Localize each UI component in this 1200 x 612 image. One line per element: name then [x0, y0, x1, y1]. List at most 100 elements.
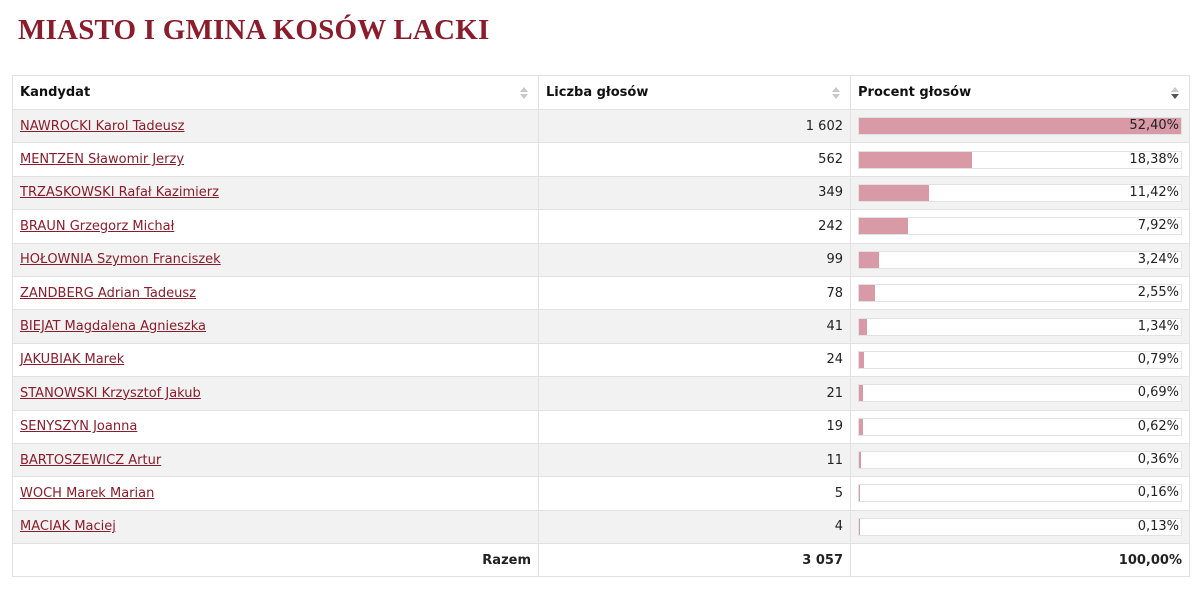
votes-cell: 19	[538, 409, 851, 444]
percent-value: 0,16%	[1137, 485, 1179, 501]
percent-bar: 0,36%	[858, 451, 1182, 470]
percent-cell: 18,38%	[850, 142, 1190, 177]
sort-both-icon[interactable]	[520, 86, 528, 99]
candidate-link[interactable]: BRAUN Grzegorz Michał	[20, 218, 175, 234]
percent-bar-fill	[859, 251, 879, 268]
percent-bar: 11,42%	[858, 183, 1182, 202]
sort-descending-icon[interactable]	[1171, 86, 1179, 99]
page-title: MIASTO I GMINA KOSÓW LACKI	[18, 14, 490, 46]
candidate-link[interactable]: ZANDBERG Adrian Tadeusz	[20, 285, 196, 301]
percent-bar-fill	[859, 184, 930, 201]
candidate-cell: BRAUN Grzegorz Michał	[12, 209, 539, 244]
candidate-cell: NAWROCKI Karol Tadeusz	[12, 108, 539, 144]
votes-cell: 78	[538, 275, 851, 311]
sort-both-icon[interactable]	[832, 86, 840, 99]
percent-bar: 2,55%	[858, 284, 1182, 303]
percent-value: 0,13%	[1137, 518, 1179, 534]
percent-value: 18,38%	[1129, 151, 1179, 167]
votes-cell: 562	[538, 142, 851, 177]
candidate-cell: BARTOSZEWICZ Artur	[12, 442, 539, 478]
candidate-link[interactable]: TRZASKOWSKI Rafał Kazimierz	[20, 185, 219, 201]
header-candidate[interactable]: Kandydat	[12, 75, 539, 110]
candidate-link[interactable]: BARTOSZEWICZ Artur	[20, 452, 162, 468]
percent-bar-fill	[859, 485, 861, 502]
table-row: MENTZEN Sławomir Jerzy 562 18,38%	[12, 142, 1190, 177]
candidate-link[interactable]: MACIAK Maciej	[20, 519, 116, 535]
votes-cell: 24	[538, 342, 851, 378]
percent-cell: 0,62%	[850, 409, 1190, 444]
table-row: STANOWSKI Krzysztof Jakub 21 0,69%	[12, 376, 1190, 411]
candidate-link[interactable]: STANOWSKI Krzysztof Jakub	[20, 385, 201, 401]
percent-bar: 0,13%	[858, 517, 1182, 536]
percent-bar-fill	[859, 518, 861, 535]
table-row: BRAUN Grzegorz Michał 242 7,92%	[12, 209, 1190, 244]
percent-cell: 0,79%	[850, 342, 1190, 378]
header-votes-label: Liczba głosów	[546, 85, 649, 100]
percent-bar: 52,40%	[858, 117, 1182, 136]
table-row: HOŁOWNIA Szymon Franciszek 99 3,24%	[12, 242, 1190, 277]
candidate-link[interactable]: NAWROCKI Karol Tadeusz	[20, 118, 185, 134]
candidate-cell: SENYSZYN Joanna	[12, 409, 539, 444]
header-votes[interactable]: Liczba głosów	[538, 75, 851, 110]
table-header-row: Kandydat Liczba głosów Procent głosów	[12, 75, 1190, 110]
table-row: BARTOSZEWICZ Artur 11 0,36%	[12, 442, 1190, 478]
header-percent[interactable]: Procent głosów	[850, 75, 1190, 110]
percent-bar-fill	[859, 218, 908, 235]
percent-bar-fill	[859, 452, 862, 469]
candidate-link[interactable]: MENTZEN Sławomir Jerzy	[20, 152, 185, 168]
votes-cell: 5	[538, 476, 851, 511]
candidate-cell: MENTZEN Sławomir Jerzy	[12, 142, 539, 177]
candidate-link[interactable]: JAKUBIAK Marek	[20, 352, 125, 368]
percent-value: 0,79%	[1137, 351, 1179, 367]
votes-cell: 41	[538, 309, 851, 344]
candidate-cell: HOŁOWNIA Szymon Franciszek	[12, 242, 539, 277]
total-votes: 3 057	[538, 543, 851, 578]
percent-bar-fill	[859, 385, 864, 402]
candidate-link[interactable]: WOCH Marek Marian	[20, 485, 155, 501]
candidate-link[interactable]: BIEJAT Magdalena Agnieszka	[20, 319, 206, 335]
percent-value: 0,36%	[1137, 452, 1179, 468]
votes-cell: 349	[538, 175, 851, 211]
percent-bar-fill	[859, 351, 864, 368]
votes-cell: 99	[538, 242, 851, 277]
percent-value: 3,24%	[1137, 251, 1179, 267]
table-row: SENYSZYN Joanna 19 0,62%	[12, 409, 1190, 444]
percent-value: 11,42%	[1129, 184, 1179, 200]
candidate-cell: TRZASKOWSKI Rafał Kazimierz	[12, 175, 539, 211]
results-table: Kandydat Liczba głosów Procent głosów NA…	[12, 75, 1190, 578]
candidate-cell: JAKUBIAK Marek	[12, 342, 539, 378]
percent-bar-fill	[859, 151, 972, 168]
candidate-link[interactable]: HOŁOWNIA Szymon Franciszek	[20, 252, 221, 268]
percent-cell: 0,69%	[850, 376, 1190, 411]
table-row: TRZASKOWSKI Rafał Kazimierz 349 11,42%	[12, 175, 1190, 211]
total-label: Razem	[12, 543, 539, 578]
percent-value: 0,62%	[1137, 418, 1179, 434]
table-row: WOCH Marek Marian 5 0,16%	[12, 476, 1190, 511]
votes-cell: 21	[538, 376, 851, 411]
table-row: NAWROCKI Karol Tadeusz 1 602 52,40%	[12, 108, 1190, 144]
votes-cell: 1 602	[538, 108, 851, 144]
candidate-cell: MACIAK Maciej	[12, 509, 539, 545]
percent-bar-fill	[859, 418, 863, 435]
candidate-link[interactable]: SENYSZYN Joanna	[20, 419, 138, 435]
percent-value: 2,55%	[1137, 285, 1179, 301]
percent-bar: 1,34%	[858, 317, 1182, 336]
percent-cell: 11,42%	[850, 175, 1190, 211]
percent-bar: 3,24%	[858, 250, 1182, 269]
percent-cell: 0,16%	[850, 476, 1190, 511]
percent-value: 0,69%	[1137, 385, 1179, 401]
votes-cell: 242	[538, 209, 851, 244]
percent-bar: 0,69%	[858, 384, 1182, 403]
percent-cell: 7,92%	[850, 209, 1190, 244]
percent-cell: 2,55%	[850, 275, 1190, 311]
percent-value: 1,34%	[1137, 318, 1179, 334]
percent-bar: 7,92%	[858, 217, 1182, 236]
percent-value: 7,92%	[1137, 218, 1179, 234]
header-candidate-label: Kandydat	[20, 85, 91, 100]
candidate-cell: STANOWSKI Krzysztof Jakub	[12, 376, 539, 411]
percent-bar: 0,16%	[858, 484, 1182, 503]
percent-bar-fill	[859, 318, 868, 335]
candidate-cell: BIEJAT Magdalena Agnieszka	[12, 309, 539, 344]
percent-bar-fill	[859, 118, 1181, 135]
percent-cell: 1,34%	[850, 309, 1190, 344]
